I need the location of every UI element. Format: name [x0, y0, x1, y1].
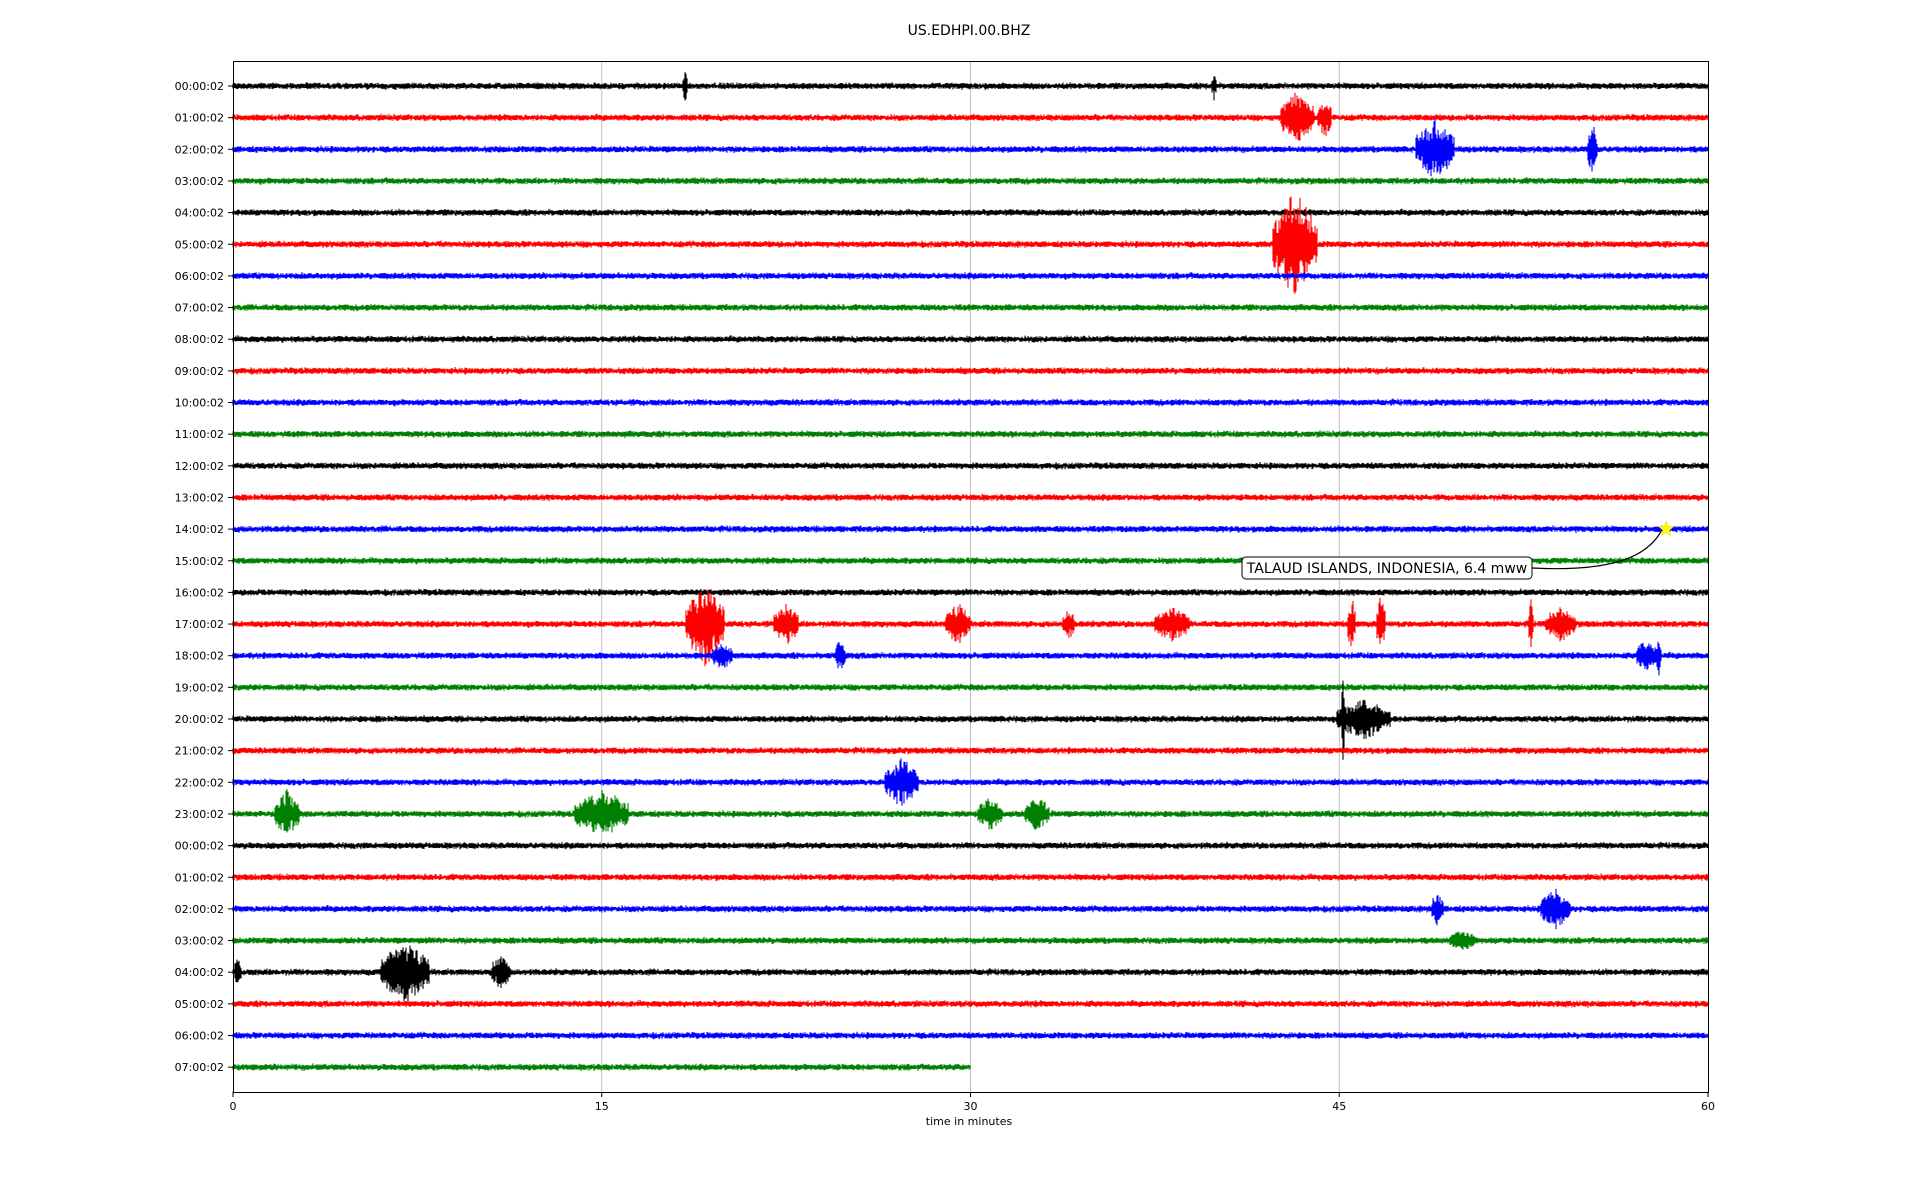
row-time-label: 10:00:02 — [175, 397, 224, 410]
row-time-label: 07:00:02 — [175, 1061, 224, 1074]
x-axis-label: time in minutes — [926, 1115, 1013, 1128]
annotations: TALAUD ISLANDS, INDONESIA, 6.4 mww — [1241, 520, 1675, 580]
row-time-label: 20:00:02 — [175, 713, 224, 726]
annotation-leader — [1531, 530, 1662, 570]
row-time-label: 02:00:02 — [175, 143, 224, 156]
row-time-label: 04:00:02 — [175, 966, 224, 979]
row-time-label: 02:00:02 — [175, 903, 224, 916]
row-time-label: 18:00:02 — [175, 650, 224, 663]
x-tick-label: 15 — [595, 1100, 609, 1113]
annotation-box — [1241, 556, 1533, 580]
trace-row-19 — [232, 683, 1709, 692]
row-time-label: 06:00:02 — [175, 270, 224, 283]
row-time-label: 21:00:02 — [175, 745, 224, 758]
row-time-label: 11:00:02 — [175, 428, 224, 441]
row-time-labels: 00:00:02 01:00:02 02:00:02 03:00:02 04:00:02… — [175, 80, 233, 1074]
row-time-label: 06:00:02 — [175, 1030, 224, 1043]
trace-row-29 — [232, 1000, 1709, 1008]
x-tick-label: 45 — [1332, 1100, 1346, 1113]
row-time-label: 01:00:02 — [175, 112, 224, 125]
trace-row-16 — [232, 588, 1709, 597]
event-star-icon — [1657, 520, 1675, 537]
plot-frame — [233, 61, 1709, 1093]
row-time-label: 05:00:02 — [175, 238, 224, 251]
row-time-label: 17:00:02 — [175, 618, 224, 631]
annotation: TALAUD ISLANDS, INDONESIA, 6.4 mww — [1241, 520, 1675, 580]
x-tick-label: 0 — [230, 1100, 237, 1113]
row-time-label: 09:00:02 — [175, 365, 224, 378]
row-time-label: 14:00:02 — [175, 523, 224, 536]
row-time-label: 01:00:02 — [175, 871, 224, 884]
chart-title: US.EDHPI.00.BHZ — [908, 23, 1031, 39]
row-time-label: 05:00:02 — [175, 998, 224, 1011]
row-time-label: 00:00:02 — [175, 80, 224, 93]
grid-lines — [601, 61, 1340, 1092]
row-time-label: 03:00:02 — [175, 175, 224, 188]
annotation-text: TALAUD ISLANDS, INDONESIA, 6.4 mww — [1246, 561, 1527, 577]
row-time-label: 12:00:02 — [175, 460, 224, 473]
row-time-label: 13:00:02 — [175, 491, 224, 504]
row-time-label: 15:00:02 — [175, 555, 224, 568]
x-tick-label: 30 — [964, 1100, 978, 1113]
row-time-label: 07:00:02 — [175, 302, 224, 315]
row-time-label: 23:00:02 — [175, 808, 224, 821]
x-tick-label: 60 — [1701, 1100, 1715, 1113]
row-time-label: 16:00:02 — [175, 586, 224, 599]
row-time-label: 04:00:02 — [175, 207, 224, 220]
row-time-label: 00:00:02 — [175, 840, 224, 853]
row-time-label: 22:00:02 — [175, 776, 224, 789]
row-time-label: 08:00:02 — [175, 333, 224, 346]
row-time-label: 03:00:02 — [175, 935, 224, 948]
x-axis-ticks: 0 15 30 45 60 — [230, 1092, 1715, 1113]
row-time-label: 19:00:02 — [175, 681, 224, 694]
